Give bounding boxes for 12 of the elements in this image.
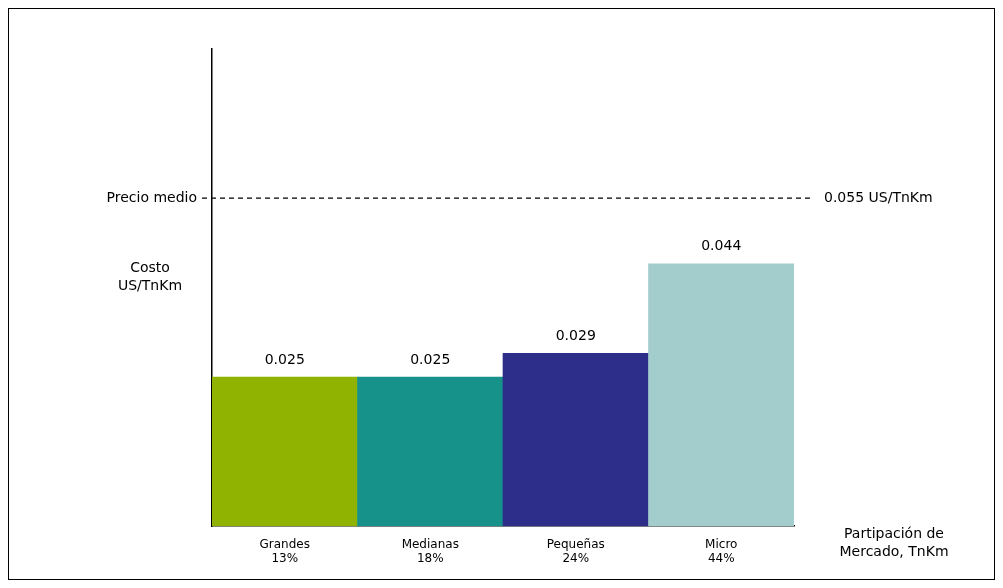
ref-line-label: Precio medio <box>106 188 197 205</box>
x-tick-label: Grandes 13% <box>259 536 310 565</box>
x-axis-title: Partipación de Mercado, TnKm <box>839 524 949 559</box>
data-label: 0.044 <box>701 237 742 254</box>
data-label: 0.025 <box>264 350 305 367</box>
data-label: 0.025 <box>410 350 451 367</box>
x-tick-label: Medianas 18% <box>401 536 459 565</box>
data-label: 0.029 <box>555 326 596 343</box>
text: 0.055 US/TnKm <box>824 188 933 205</box>
y-axis-title: Costo US/TnKm <box>117 259 183 294</box>
x-tick-label: Pequeñas 24% <box>546 536 605 565</box>
x-tick-label: Micro 44% <box>705 536 738 565</box>
